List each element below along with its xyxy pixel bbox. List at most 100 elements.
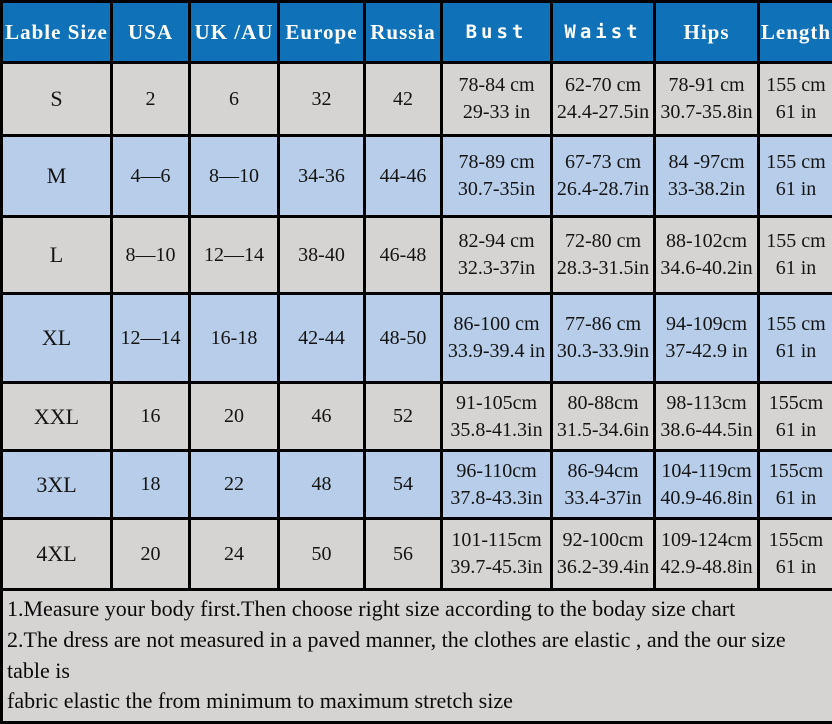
cell-line: 61 in — [760, 99, 832, 126]
cell-line: 61 in — [760, 176, 832, 203]
cell-line: 22 — [191, 471, 277, 498]
size-cell: XL — [2, 294, 112, 383]
size-cell: 22 — [190, 451, 279, 519]
size-cell: 44-46 — [365, 136, 442, 217]
cell-line: 37.8-43.3in — [443, 485, 550, 512]
cell-line: 38-40 — [280, 242, 363, 269]
cell-line: 35.8-41.3in — [443, 417, 550, 444]
cell-line: 2 — [113, 86, 188, 113]
cell-line: 40.9-46.8in — [656, 485, 757, 512]
notes-cell: 1.Measure your body first.Then choose ri… — [2, 590, 832, 723]
cell-line: 24 — [191, 541, 277, 568]
cell-line: 20 — [191, 403, 277, 430]
size-cell: 42-44 — [279, 294, 365, 383]
cell-line: 12—14 — [113, 325, 188, 352]
cell-line: 8—10 — [113, 242, 188, 269]
size-cell: 48 — [279, 451, 365, 519]
size-cell: 52 — [365, 383, 442, 451]
size-cell: M — [2, 136, 112, 217]
column-header: Waist — [552, 2, 655, 63]
cell-line: 6 — [191, 86, 277, 113]
cell-line: 155 cm — [760, 149, 832, 176]
cell-line: 78-84 cm — [443, 72, 550, 99]
cell-line: 32 — [280, 86, 363, 113]
size-cell: 12—14 — [190, 217, 279, 294]
cell-line: 24.4-27.5in — [553, 99, 653, 126]
column-header: Russia — [365, 2, 442, 63]
cell-line: 31.5-34.6in — [553, 417, 653, 444]
cell-line: 96-110cm — [443, 458, 550, 485]
cell-line: 26.4-28.7in — [553, 176, 653, 203]
cell-line: 50 — [280, 541, 363, 568]
cell-line: 155cm — [760, 527, 832, 554]
size-cell: 48-50 — [365, 294, 442, 383]
cell-line: 155 cm — [760, 228, 832, 255]
cell-line: 88-102cm — [656, 228, 757, 255]
cell-line: S — [3, 84, 110, 114]
cell-line: 16-18 — [191, 325, 277, 352]
cell-line: 54 — [366, 471, 440, 498]
cell-line: 77-86 cm — [553, 311, 653, 338]
column-header: Hips — [655, 2, 759, 63]
size-cell: 24 — [190, 519, 279, 590]
cell-line: 86-94cm — [553, 458, 653, 485]
cell-line: 98-113cm — [656, 390, 757, 417]
cell-line: 30.7-35in — [443, 176, 550, 203]
cell-line: 33.4-37in — [553, 485, 653, 512]
size-cell: 4—6 — [112, 136, 190, 217]
cell-line: 91-105cm — [443, 390, 550, 417]
size-cell: 8—10 — [112, 217, 190, 294]
size-cell: 16 — [112, 383, 190, 451]
cell-line: 72-80 cm — [553, 228, 653, 255]
cell-line: 78-91 cm — [656, 72, 757, 99]
column-header: Bust — [442, 2, 552, 63]
cell-line: 61 in — [760, 338, 832, 365]
size-cell: XXL — [2, 383, 112, 451]
cell-line: 33-38.2in — [656, 176, 757, 203]
cell-line: XL — [3, 323, 110, 353]
cell-line: 61 in — [760, 417, 832, 444]
cell-line: 37-42.9 in — [656, 338, 757, 365]
cell-line: 18 — [113, 471, 188, 498]
column-header: Length — [759, 2, 832, 63]
cell-line: 29-33 in — [443, 99, 550, 126]
cell-line: L — [3, 240, 110, 270]
cell-line: 86-100 cm — [443, 311, 550, 338]
size-cell: 32 — [279, 63, 365, 136]
cell-line: 42-44 — [280, 325, 363, 352]
cell-line: 56 — [366, 541, 440, 568]
cell-line: 8—10 — [191, 163, 277, 190]
size-cell: 12—14 — [112, 294, 190, 383]
column-header: Lable Size — [2, 2, 112, 63]
size-cell: 46-48 — [365, 217, 442, 294]
size-cell: 8—10 — [190, 136, 279, 217]
cell-line: 4—6 — [113, 163, 188, 190]
cell-line: 48 — [280, 471, 363, 498]
cell-line: 155cm — [760, 458, 832, 485]
